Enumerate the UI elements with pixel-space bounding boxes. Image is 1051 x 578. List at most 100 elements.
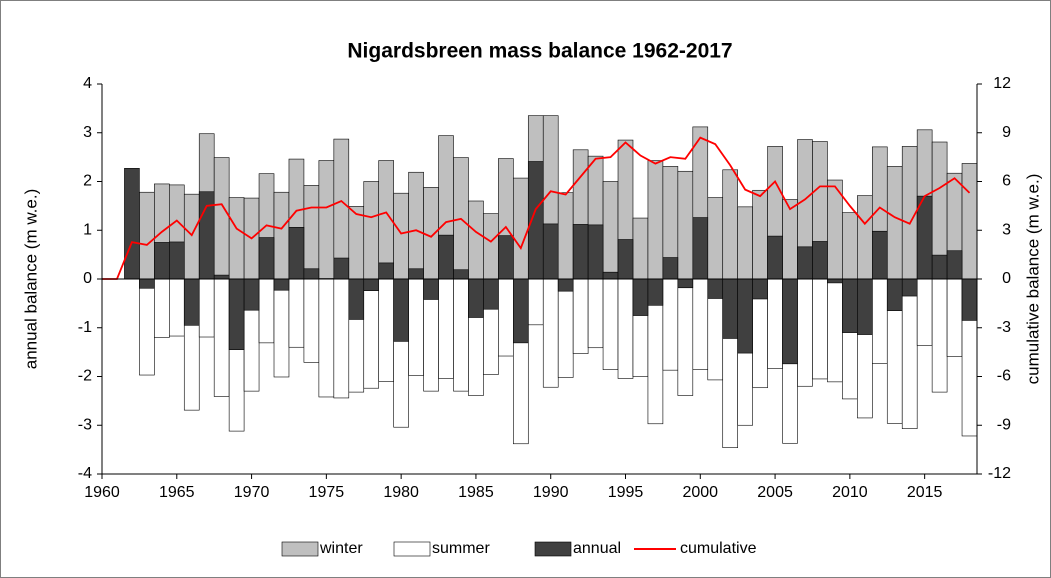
bar xyxy=(333,278,350,399)
bar xyxy=(886,278,903,311)
x-tick-label: 2005 xyxy=(757,484,793,501)
bar xyxy=(857,278,873,335)
bar xyxy=(139,191,155,280)
bar xyxy=(303,278,320,363)
x-tick-label: 1995 xyxy=(608,484,644,501)
y2-tick-label: -9 xyxy=(997,416,1011,433)
bar xyxy=(827,278,843,284)
bar xyxy=(258,278,275,344)
x-tick-label: 1965 xyxy=(159,484,195,501)
bar xyxy=(542,223,559,280)
bar xyxy=(139,278,155,376)
y-axis-label: annual balance (m w.e.) xyxy=(21,189,40,370)
bar xyxy=(243,278,260,311)
legend-label: annual xyxy=(573,540,621,557)
bar xyxy=(468,200,484,280)
bar xyxy=(662,278,679,371)
bar xyxy=(722,169,738,280)
y2-axis-label: cumulative balance (m w.e.) xyxy=(1023,174,1042,385)
bar xyxy=(348,278,365,320)
bar xyxy=(423,278,439,300)
bar xyxy=(273,278,290,291)
y-tick-label: -3 xyxy=(78,416,92,433)
bar xyxy=(946,278,963,357)
bar xyxy=(647,160,664,280)
legend-label: winter xyxy=(319,540,363,557)
y-tick-label: 0 xyxy=(83,270,92,287)
bar xyxy=(587,278,604,349)
legend-swatch xyxy=(281,541,319,557)
bar xyxy=(498,278,514,357)
bar xyxy=(288,278,305,348)
bar xyxy=(842,212,858,280)
bar xyxy=(782,199,798,280)
x-tick-label: 1980 xyxy=(383,484,419,501)
bar xyxy=(363,278,380,291)
bar xyxy=(677,170,694,280)
bar xyxy=(602,278,619,370)
bar xyxy=(871,278,888,364)
legend-swatch xyxy=(393,541,431,557)
x-tick-label: 2010 xyxy=(832,484,868,501)
bar xyxy=(154,278,170,338)
bar xyxy=(767,278,783,369)
legend-swatch xyxy=(534,541,572,557)
y2-tick-label: 3 xyxy=(1002,221,1011,238)
x-tick-label: 1990 xyxy=(533,484,569,501)
bar xyxy=(737,206,753,280)
bar xyxy=(752,278,768,300)
bar xyxy=(692,278,709,370)
bar xyxy=(423,187,439,280)
bar xyxy=(348,206,365,280)
bar xyxy=(333,257,350,280)
bar xyxy=(931,278,948,393)
chart-title: Nigardsbreen mass balance 1962-2017 xyxy=(347,40,732,63)
bar xyxy=(124,168,140,280)
bar xyxy=(408,278,424,376)
bar xyxy=(886,166,903,280)
bar xyxy=(707,197,724,280)
bar xyxy=(288,227,305,280)
bar xyxy=(228,197,245,280)
bar xyxy=(916,195,933,280)
bar xyxy=(662,257,679,280)
bar xyxy=(812,278,828,380)
bar xyxy=(527,161,544,280)
bar xyxy=(797,246,813,280)
bar xyxy=(812,241,828,280)
bar xyxy=(557,278,574,292)
bar xyxy=(931,254,948,280)
bar xyxy=(572,278,589,354)
bar xyxy=(677,278,694,396)
bar xyxy=(154,242,170,280)
bar xyxy=(961,278,978,321)
x-tick-label: 1975 xyxy=(309,484,345,501)
bar xyxy=(438,234,454,280)
bar xyxy=(453,278,469,392)
y2-tick-label: -3 xyxy=(997,319,1011,336)
y-tick-label: 2 xyxy=(83,173,92,190)
bar xyxy=(617,239,634,280)
bar xyxy=(228,278,245,350)
bar xyxy=(946,250,963,280)
bar xyxy=(527,278,544,326)
bar xyxy=(183,278,200,326)
bar xyxy=(602,271,619,280)
legend-label: cumulative xyxy=(680,540,757,557)
y-tick-label: -2 xyxy=(78,368,92,385)
bar xyxy=(722,278,738,339)
bar xyxy=(901,278,918,297)
x-tick-label: 2000 xyxy=(682,484,718,501)
bar xyxy=(901,278,918,429)
bar xyxy=(572,224,589,280)
bar xyxy=(169,278,185,337)
bar xyxy=(632,278,649,316)
bar xyxy=(453,269,469,280)
bar xyxy=(318,160,335,280)
bar xyxy=(557,192,574,280)
y-tick-label: 4 xyxy=(83,75,92,92)
bar xyxy=(393,278,409,342)
y2-tick-label: -12 xyxy=(988,465,1011,482)
bar xyxy=(258,237,275,280)
